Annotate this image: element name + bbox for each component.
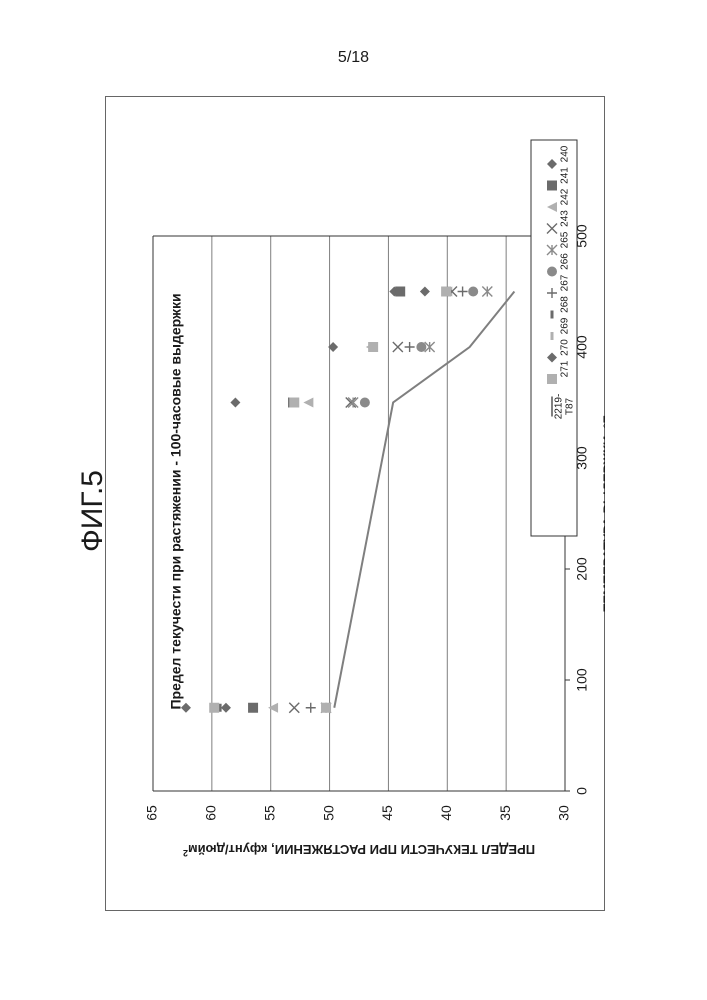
x-tick-label: 0 <box>574 787 590 795</box>
x-tick-label: 100 <box>574 668 590 692</box>
page-number: 5/18 <box>0 49 707 67</box>
data-point-271 <box>289 398 299 408</box>
data-point-266 <box>416 342 426 352</box>
legend-label: 267 <box>560 274 571 291</box>
data-point-242 <box>268 703 278 713</box>
legend-label: 242 <box>560 188 571 205</box>
data-point-271 <box>368 342 378 352</box>
data-point-267 <box>458 287 468 297</box>
y-axis-title-superscript: 2 <box>183 848 188 858</box>
data-point-240 <box>230 398 240 408</box>
data-point-270 <box>221 703 231 713</box>
data-point-241 <box>395 287 405 297</box>
legend-marker-269 <box>551 332 554 340</box>
legend-label: 270 <box>560 339 571 356</box>
data-point-267 <box>306 703 316 713</box>
y-tick-label: 65 <box>144 805 160 821</box>
data-point-265 <box>348 398 358 408</box>
data-point-271 <box>441 287 451 297</box>
y-tick-label: 55 <box>261 805 277 821</box>
legend-label: 265 <box>560 231 571 248</box>
legend-label: 269 <box>560 317 571 334</box>
legend-label: 243 <box>560 210 571 227</box>
legend-marker-241 <box>547 181 557 191</box>
data-point-243 <box>346 398 356 408</box>
y-axis-title: ПРЕДЕЛ ТЕКУЧЕСТИ ПРИ РАСТЯЖЕНИИ, кфунт/д… <box>183 842 535 858</box>
x-tick-label: 200 <box>574 557 590 581</box>
legend-label-2219-part1: 2219- <box>554 394 565 420</box>
data-point-241 <box>248 703 258 713</box>
y-axis-title-text: ПРЕДЕЛ ТЕКУЧЕСТИ ПРИ РАСТЯЖЕНИИ, кфунт/д… <box>188 842 535 857</box>
legend-label: 266 <box>560 253 571 270</box>
legend-label-2219-part2: T87 <box>565 397 576 415</box>
data-point-270 <box>420 287 430 297</box>
data-point-243 <box>393 342 403 352</box>
legend-label: 268 <box>560 296 571 313</box>
plot-root: 30354045505560650100200300400500ТЕМПЕРАТ… <box>144 140 605 858</box>
y-tick-label: 60 <box>203 805 219 821</box>
legend-marker-271 <box>547 374 557 384</box>
legend-marker-266 <box>547 267 557 277</box>
chart-title: Предел текучести при растяжении - 100-ча… <box>168 293 184 709</box>
y-tick-label: 45 <box>379 805 395 821</box>
data-point-271 <box>321 703 331 713</box>
legend-label: 240 <box>560 145 571 162</box>
data-point-243 <box>289 703 299 713</box>
legend-label: 241 <box>560 167 571 184</box>
x-axis-title: ТЕМПЕРАТУРА ВЫДЕРЖКИ, °F <box>600 415 605 611</box>
legend-label: 271 <box>560 360 571 377</box>
y-tick-label: 35 <box>497 805 513 821</box>
chart-svg: 30354045505560650100200300400500ТЕМПЕРАТ… <box>105 96 605 911</box>
data-point-242 <box>303 398 313 408</box>
y-tick-label: 40 <box>438 805 454 821</box>
data-point-271 <box>209 703 219 713</box>
legend-marker-268 <box>551 311 554 319</box>
y-tick-label: 50 <box>320 805 336 821</box>
data-point-266 <box>468 287 478 297</box>
data-point-266 <box>360 398 370 408</box>
y-tick-label: 30 <box>556 805 572 821</box>
data-point-265 <box>482 287 492 297</box>
series-line-2219-t87 <box>334 292 514 708</box>
data-point-267 <box>405 342 415 352</box>
